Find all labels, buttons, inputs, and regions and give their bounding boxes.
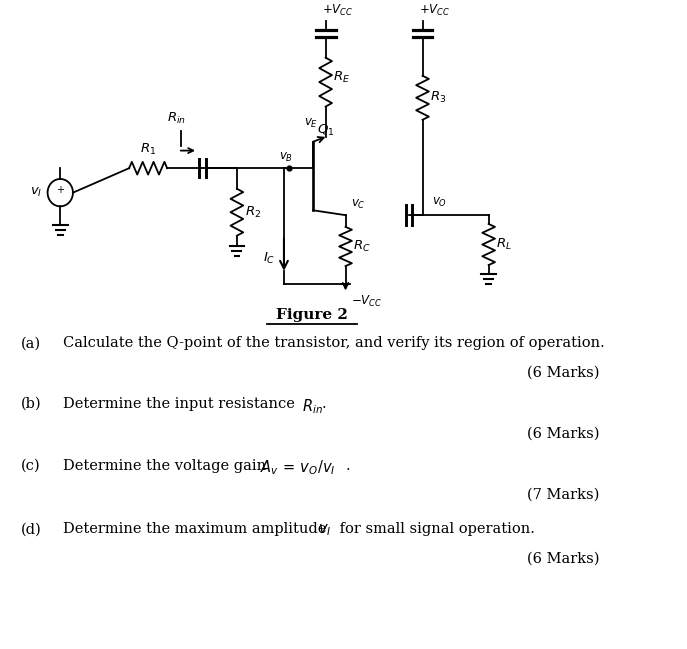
Text: $v_I$: $v_I$ (318, 522, 332, 538)
Text: Determine the maximum amplitude: Determine the maximum amplitude (63, 522, 331, 536)
Text: Determine the voltage gain: Determine the voltage gain (63, 459, 271, 472)
Text: Figure 2: Figure 2 (276, 308, 348, 322)
Text: $+V_{CC}$: $+V_{CC}$ (322, 3, 353, 18)
Text: $+$: $+$ (56, 184, 65, 195)
Text: (6 Marks): (6 Marks) (527, 426, 599, 441)
Text: $R_{in}$: $R_{in}$ (302, 397, 323, 416)
Text: (6 Marks): (6 Marks) (527, 366, 599, 380)
Text: $v_E$: $v_E$ (304, 117, 318, 130)
Text: $v_I$: $v_I$ (30, 186, 42, 199)
Text: $v_C$: $v_C$ (351, 198, 365, 212)
Text: $A_v\,{=}\,v_O/v_I$: $A_v\,{=}\,v_O/v_I$ (260, 459, 335, 478)
Text: $R_C$: $R_C$ (353, 239, 370, 254)
Text: .: . (322, 397, 326, 411)
Text: $R_3$: $R_3$ (430, 90, 446, 105)
Text: $-V_{CC}$: $-V_{CC}$ (351, 293, 383, 308)
Text: $R_L$: $R_L$ (496, 237, 512, 252)
Text: $+V_{CC}$: $+V_{CC}$ (419, 3, 450, 18)
Text: (c): (c) (21, 459, 41, 472)
Text: Calculate the Q-point of the transistor, and verify its region of operation.: Calculate the Q-point of the transistor,… (63, 336, 605, 350)
Text: (d): (d) (21, 522, 42, 536)
Text: (7 Marks): (7 Marks) (527, 488, 599, 502)
Text: for small signal operation.: for small signal operation. (335, 522, 534, 536)
Text: (b): (b) (21, 397, 42, 411)
Text: $Q_1$: $Q_1$ (317, 123, 335, 138)
Text: $v_B$: $v_B$ (279, 151, 293, 164)
Text: $I_C$: $I_C$ (264, 251, 275, 266)
Text: $R_1$: $R_1$ (140, 142, 156, 158)
Text: .: . (346, 459, 350, 472)
Text: Determine the input resistance: Determine the input resistance (63, 397, 300, 411)
Text: $v_O$: $v_O$ (431, 196, 447, 209)
Text: (a): (a) (21, 336, 41, 350)
Text: $R_2$: $R_2$ (245, 204, 261, 220)
Text: $R_E$: $R_E$ (333, 69, 350, 85)
Text: $R_{in}$: $R_{in}$ (167, 111, 185, 126)
Text: (6 Marks): (6 Marks) (527, 552, 599, 566)
